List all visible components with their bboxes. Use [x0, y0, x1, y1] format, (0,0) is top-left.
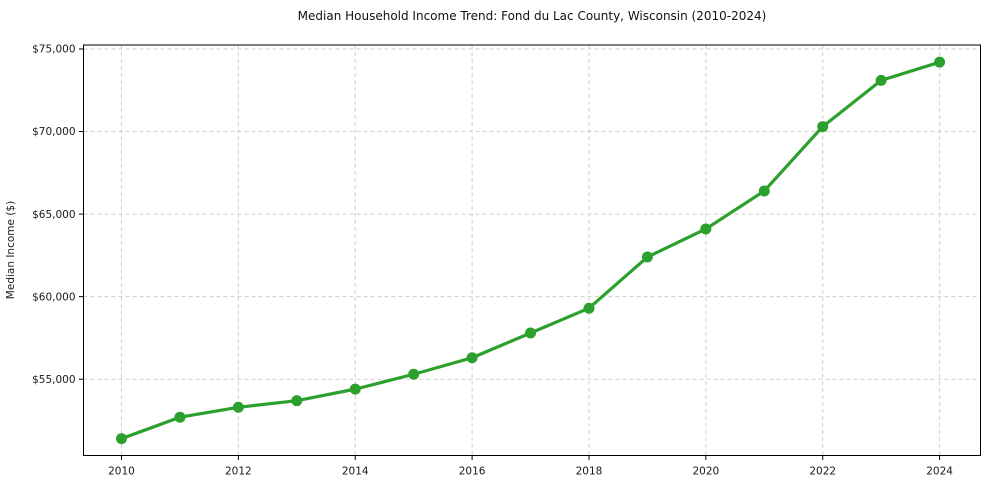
data-point-marker — [291, 395, 303, 407]
axes-layer: $55,000 $60,000 $65,000 $70,000 $75,000 2010 2… — [32, 44, 981, 478]
data-point-marker — [408, 368, 420, 380]
data-point-marker — [583, 302, 595, 314]
x-tick-label: 2020 — [692, 466, 719, 478]
y-tick-label: $75,000 — [32, 44, 75, 56]
x-tick-label: 2016 — [459, 466, 486, 478]
data-point-marker — [466, 352, 478, 364]
x-tick-label: 2022 — [809, 466, 836, 478]
x-tick-label: 2018 — [576, 466, 603, 478]
x-tick-label: 2012 — [225, 466, 252, 478]
y-tick-label: $70,000 — [32, 126, 75, 138]
data-point-marker — [525, 327, 537, 339]
trend-line — [119, 60, 942, 441]
x-tick-label: 2014 — [342, 466, 369, 478]
data-point-marker — [174, 411, 186, 423]
data-point-marker — [349, 383, 361, 395]
data-point-marker — [875, 74, 887, 86]
data-point-marker — [817, 121, 829, 133]
x-tick-label: 2010 — [108, 466, 135, 478]
data-point-marker — [934, 56, 946, 68]
data-point-marker — [700, 223, 712, 235]
data-point-marker — [641, 251, 653, 263]
plot-border — [83, 44, 981, 456]
chart-title: Median Household Income Trend: Fond du L… — [298, 9, 767, 23]
y-tick-label: $55,000 — [32, 374, 75, 386]
data-point-marker — [115, 433, 127, 445]
x-tick-label: 2024 — [926, 466, 953, 478]
series-layer — [115, 56, 946, 445]
y-axis-title: Median Income ($) — [5, 201, 17, 299]
y-tick-label: $65,000 — [32, 209, 75, 221]
y-tick-label: $60,000 — [32, 291, 75, 303]
data-point-marker — [758, 185, 770, 197]
data-point-marker — [232, 401, 244, 413]
grid-layer — [83, 45, 981, 456]
